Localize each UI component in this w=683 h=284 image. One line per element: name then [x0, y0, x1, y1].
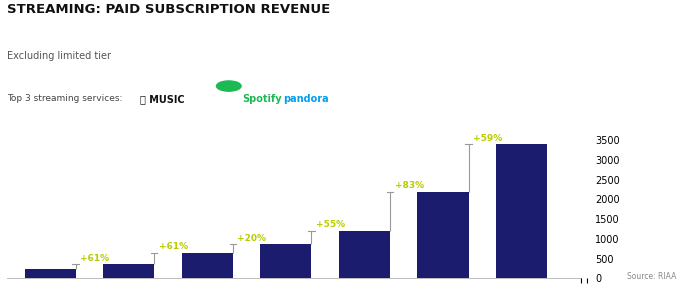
Text: Top 3 streaming services:: Top 3 streaming services: — [7, 94, 122, 103]
Bar — [339, 231, 390, 278]
Text: STREAMING: PAID SUBSCRIPTION REVENUE: STREAMING: PAID SUBSCRIPTION REVENUE — [7, 3, 330, 16]
Text: +59%: +59% — [473, 134, 503, 143]
Text: pandora: pandora — [283, 94, 329, 104]
Text: +61%: +61% — [81, 254, 109, 262]
Text: +55%: +55% — [316, 220, 345, 229]
Text: Source: RIAA: Source: RIAA — [627, 272, 676, 281]
Text: +20%: +20% — [238, 234, 266, 243]
Bar — [417, 191, 469, 278]
Bar — [260, 245, 311, 278]
Bar — [103, 264, 154, 278]
Text:  MUSIC:  MUSIC — [140, 94, 184, 104]
Circle shape — [217, 81, 241, 91]
Bar — [496, 144, 547, 278]
Text: Spotify: Spotify — [242, 94, 282, 104]
Text: +83%: +83% — [395, 181, 424, 190]
Bar — [25, 269, 76, 278]
Bar — [182, 253, 233, 278]
Text: +61%: +61% — [159, 243, 188, 252]
Text: Excluding limited tier: Excluding limited tier — [7, 51, 111, 61]
